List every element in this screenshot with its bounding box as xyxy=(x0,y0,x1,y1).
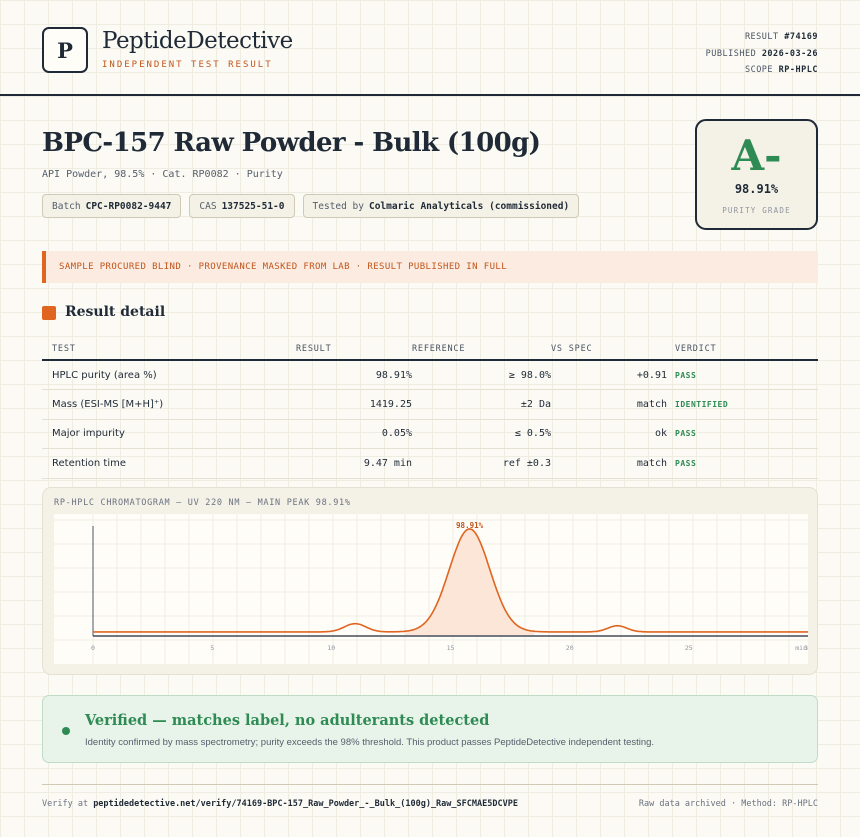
product-chips: Batch CPC-RP0082-9447 CAS 137525-51-0 Test… xyxy=(42,194,580,218)
col-reference: REFERENCE xyxy=(412,338,551,361)
lab-chip: Tested by Colmaric Analyticals (commissio… xyxy=(302,194,580,218)
results-table: TEST RESULT REFERENCE VS SPEC VERDICT HP… xyxy=(42,338,818,479)
report-header: P PeptideDetective INDEPENDENT TEST RESU… xyxy=(0,0,860,96)
footer-verify: Verify at peptidedetective.net/verify/74… xyxy=(42,799,518,809)
cell-verdict: IDENTIFIED xyxy=(667,389,818,420)
chromatogram-chart: 98.91% 0 5 10 15 20 25 30min xyxy=(54,514,808,664)
cell-reference: ≥ 98.0% xyxy=(412,360,551,390)
cell-test: Retention time xyxy=(42,448,296,479)
purity-grade-card: A- 98.91% PURITY GRADE xyxy=(695,119,818,230)
meta-result: RESULT #74169 xyxy=(744,32,818,42)
cell-verdict: PASS xyxy=(667,448,818,479)
chromatogram-line xyxy=(93,528,808,633)
cell-vs-spec: match xyxy=(551,389,667,420)
x-tick-label: 0 xyxy=(91,644,95,652)
x-tick-label: 30 xyxy=(804,644,808,652)
x-unit-label: min xyxy=(795,644,807,652)
cell-reference: ≤ 0.5% xyxy=(412,419,551,449)
verified-title: Verified — matches label, no adulterants… xyxy=(85,712,490,729)
cell-test: Major impurity xyxy=(42,419,296,449)
cell-result: 0.05% xyxy=(296,419,412,449)
section-title: Result detail xyxy=(65,304,166,320)
report-meta: RESULT #74169 PUBLISHED 2026-03-26 SCOPE… xyxy=(706,29,818,79)
grade-label: PURITY GRADE xyxy=(722,206,791,215)
table-header-row: TEST RESULT REFERENCE VS SPEC VERDICT xyxy=(42,338,818,361)
cell-reference: ref ±0.3 xyxy=(412,448,551,479)
cas-chip: CAS 137525-51-0 xyxy=(189,194,295,218)
col-result: RESULT xyxy=(296,338,412,361)
col-vs-spec: VS SPEC xyxy=(551,338,667,361)
verified-banner: Verified — matches label, no adulterants… xyxy=(42,695,818,763)
grade-purity: 98.91% xyxy=(734,182,779,196)
brand-logo: P xyxy=(42,27,88,73)
table-row: Retention time 9.47 min ref ±0.3 match P… xyxy=(42,448,818,479)
verified-dot-icon xyxy=(62,727,70,735)
main-peak-label: 98.91% xyxy=(456,521,484,530)
grade-letter: A- xyxy=(731,131,782,180)
cell-verdict: PASS xyxy=(667,360,818,390)
cell-result: 98.91% xyxy=(296,360,412,390)
meta-published: PUBLISHED 2026-03-26 xyxy=(705,48,818,59)
product-subtitle: API Powder, 98.5% · Cat. RP0082 · Purity xyxy=(42,169,283,180)
chromatogram-card: RP-HPLC CHROMATOGRAM — UV 220 NM — MAIN … xyxy=(42,487,818,675)
cell-vs-spec: +0.91 xyxy=(551,360,667,390)
col-test: TEST xyxy=(42,338,296,361)
brand-tagline: INDEPENDENT TEST RESULT xyxy=(102,60,273,70)
meta-scope: SCOPE RP-HPLC xyxy=(744,65,818,75)
table-row: Mass (ESI-MS [M+H]⁺) 1419.25 ±2 Da match… xyxy=(42,389,818,420)
section-marker xyxy=(42,306,56,320)
x-tick-label: 10 xyxy=(327,644,335,652)
footer-divider xyxy=(42,784,818,785)
col-verdict: VERDICT xyxy=(667,338,818,361)
brand-name: PeptideDetective xyxy=(102,28,293,54)
x-tick-label: 20 xyxy=(566,644,574,652)
cell-test: HPLC purity (area %) xyxy=(42,360,296,390)
batch-chip: Batch CPC-RP0082-9447 xyxy=(42,194,182,218)
cell-vs-spec: match xyxy=(551,448,667,479)
table-row: Major impurity 0.05% ≤ 0.5% ok PASS xyxy=(42,419,818,449)
provenance-notice: SAMPLE PROCURED BLIND · PROVENANCE MASKE… xyxy=(42,251,818,283)
cell-result: 1419.25 xyxy=(296,389,412,420)
chart-title: RP-HPLC CHROMATOGRAM — UV 220 NM — MAIN … xyxy=(54,498,351,508)
x-tick-label: 15 xyxy=(447,644,455,652)
footer-archive-note: Raw data archived · Method: RP-HPLC xyxy=(638,799,818,809)
cell-result: 9.47 min xyxy=(296,448,412,479)
verify-link[interactable]: peptidedetective.net/verify/74169-BPC-15… xyxy=(93,799,518,809)
table-row: HPLC purity (area %) 98.91% ≥ 98.0% +0.9… xyxy=(42,360,818,390)
cell-test: Mass (ESI-MS [M+H]⁺) xyxy=(42,389,296,420)
product-title: BPC-157 Raw Powder - Bulk (100g) xyxy=(42,128,541,158)
verified-text: Identity confirmed by mass spectrometry;… xyxy=(85,737,655,748)
chart-plot-bg xyxy=(54,514,808,664)
cell-verdict: PASS xyxy=(667,419,818,449)
cell-reference: ±2 Da xyxy=(412,389,551,420)
main-peak-area xyxy=(404,528,535,635)
x-tick-label: 25 xyxy=(685,644,693,652)
cell-vs-spec: ok xyxy=(551,419,667,449)
x-tick-label: 5 xyxy=(210,644,214,652)
